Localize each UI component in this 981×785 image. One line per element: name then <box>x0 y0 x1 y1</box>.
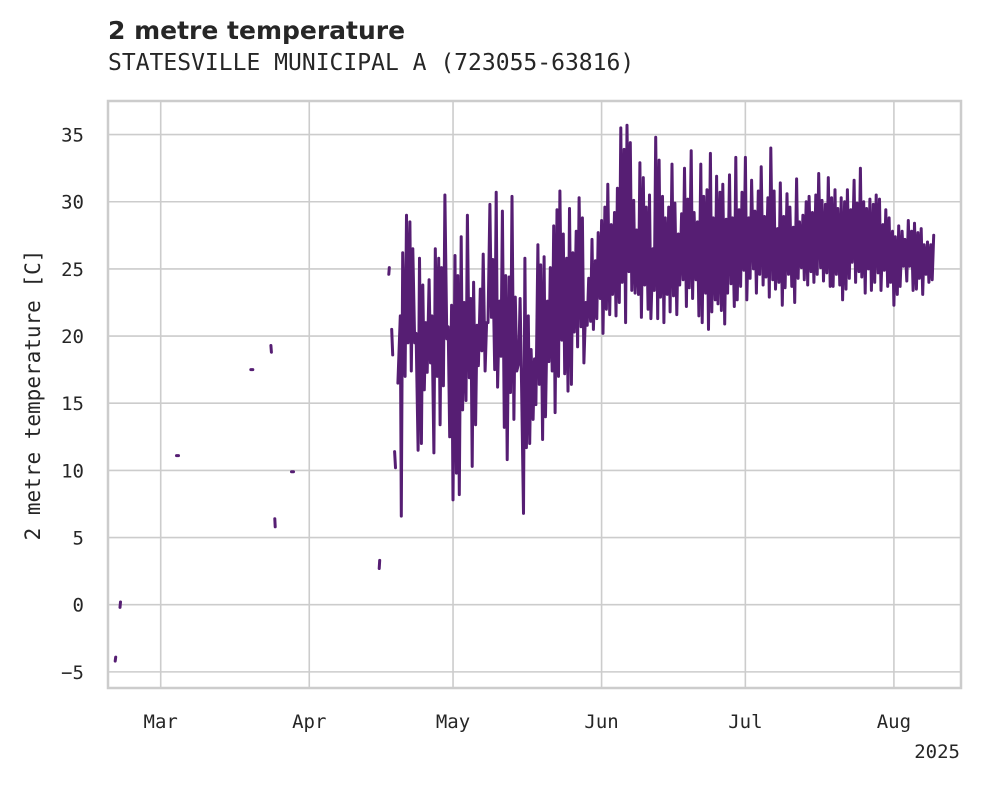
series-segment-11 <box>396 123 936 518</box>
series-segment-7 <box>377 558 382 570</box>
y-tick-10: 10 <box>61 460 84 482</box>
chart-title: 2 metre temperature <box>108 16 406 45</box>
x-tick-aug: Aug <box>877 711 911 733</box>
x-tick-mar: Mar <box>144 711 178 733</box>
x-year-label: 2025 <box>914 741 960 763</box>
x-tick-jun: Jun <box>584 711 618 733</box>
x-tick-jul: Jul <box>728 711 762 733</box>
y-tick-15: 15 <box>61 393 84 415</box>
series-temperature <box>113 123 936 663</box>
y-axis: −5 0 5 10 15 20 25 30 35 <box>61 125 84 684</box>
y-tick-0: 0 <box>73 595 84 617</box>
y-tick-25: 25 <box>61 259 84 281</box>
y-tick-35: 35 <box>61 125 84 147</box>
plot-frame <box>106 99 963 690</box>
series-segment-8 <box>387 266 391 276</box>
series-segment-0 <box>113 655 118 663</box>
x-axis: Mar Apr May Jun Jul Aug <box>144 711 912 733</box>
y-axis-label: 2 metre temperature [C] <box>21 250 45 541</box>
y-tick-5: 5 <box>73 528 84 550</box>
series-segment-9 <box>390 327 395 357</box>
x-tick-apr: Apr <box>292 711 326 733</box>
series-segment-4 <box>269 344 273 354</box>
series-segment-1 <box>118 600 122 609</box>
x-tick-may: May <box>436 711 470 733</box>
chart-subtitle: STATESVILLE MUNICIPAL A (723055-63816) <box>108 50 635 76</box>
y-tick--5: −5 <box>61 662 84 684</box>
series-segment-10 <box>393 450 397 470</box>
y-tick-20: 20 <box>61 326 84 348</box>
y-tick-30: 30 <box>61 192 84 214</box>
